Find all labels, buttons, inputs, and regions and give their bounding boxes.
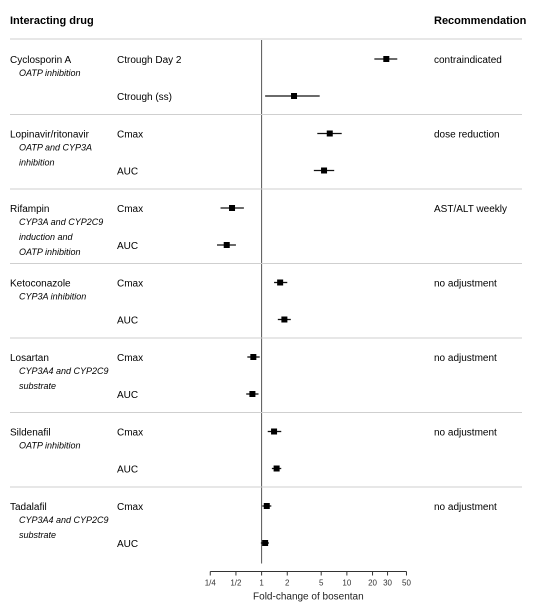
groups-layer: Cyclosporin A OATP inhibition contraindica… — [10, 40, 522, 564]
x-tick-label: 5 — [319, 579, 324, 588]
recommendation-label: no adjustment — [434, 353, 497, 364]
point-estimate — [262, 540, 269, 546]
drug-label: Losartan — [10, 353, 49, 364]
point-estimate — [229, 205, 236, 211]
drug-label: Lopinavir/ritonavir — [10, 130, 90, 141]
point-estimate — [321, 167, 328, 174]
parameter-label: AUC — [117, 241, 138, 252]
group-4: Losartan CYP3A4 and CYP2C9 substrate no adj… — [10, 353, 522, 413]
x-axis: 1/4 1/2 1 2 5 10 20 30 50 Fold-change of bosentan — [205, 571, 411, 603]
mechanism-label: OATP and CYP3A — [19, 143, 92, 153]
group-1: Lopinavir/ritonavir OATP and CYP3A inhibit… — [10, 130, 522, 190]
drug-label: Rifampin — [10, 204, 49, 215]
parameter-label: Cmax — [117, 279, 143, 290]
recommendation-label: AST/ALT weekly — [434, 204, 507, 215]
point-estimate — [291, 93, 298, 99]
mechanism-label: OATP inhibition — [19, 247, 81, 257]
parameter-label: AUC — [117, 390, 138, 401]
parameter-label: AUC — [117, 167, 138, 178]
x-tick-label: 2 — [285, 579, 290, 588]
mechanism-label: OATP inhibition — [19, 441, 81, 451]
parameter-label: Cmax — [117, 204, 143, 215]
point-estimate — [223, 242, 230, 248]
parameter-label: Cmax — [117, 353, 143, 364]
parameter-label: Ctrough Day 2 — [117, 55, 182, 66]
drug-label: Sildenafil — [10, 428, 51, 439]
point-estimate — [281, 316, 288, 323]
mechanism-label: CYP3A and CYP2C9 — [19, 217, 103, 227]
point-estimate — [326, 130, 333, 137]
header-interacting-drug: Interacting drug — [10, 15, 94, 27]
group-5: Sildenafil OATP inhibition no adjustment Cm… — [10, 428, 522, 488]
group-0: Cyclosporin A OATP inhibition contraindica… — [10, 55, 522, 115]
drug-label: Ketoconazole — [10, 279, 71, 290]
mechanism-label: CYP3A inhibition — [19, 292, 86, 302]
parameter-label: AUC — [117, 316, 138, 327]
parameter-label: Cmax — [117, 428, 143, 439]
drug-label: Cyclosporin A — [10, 55, 71, 66]
x-tick-label: 1/2 — [230, 579, 242, 588]
parameter-label: Cmax — [117, 502, 143, 513]
x-axis-title: Fold-change of bosentan — [253, 592, 364, 603]
mechanism-label: OATP inhibition — [19, 68, 81, 78]
header-recommendation: Recommendation — [434, 15, 527, 27]
point-estimate — [277, 279, 284, 286]
x-tick-label: 30 — [383, 579, 392, 588]
point-estimate — [271, 428, 278, 435]
recommendation-label: dose reduction — [434, 130, 500, 141]
group-3: Ketoconazole CYP3A inhibition no adjustmen… — [10, 279, 522, 339]
mechanism-label: CYP3A4 and CYP2C9 — [19, 366, 109, 376]
x-tick-label: 50 — [402, 579, 411, 588]
point-estimate — [250, 354, 257, 360]
x-tick-label: 1/4 — [205, 579, 217, 588]
drug-label: Tadalafil — [10, 502, 47, 513]
mechanism-label: inhibition — [19, 158, 55, 168]
point-estimate — [263, 503, 270, 509]
recommendation-label: no adjustment — [434, 428, 497, 439]
recommendation-label: contraindicated — [434, 55, 502, 66]
group-2: Rifampin CYP3A and CYP2C9 induction and OAT… — [10, 204, 522, 264]
point-estimate — [383, 56, 390, 62]
recommendation-label: no adjustment — [434, 502, 497, 513]
recommendation-label: no adjustment — [434, 279, 497, 290]
parameter-label: Cmax — [117, 130, 143, 141]
parameter-label: AUC — [117, 465, 138, 476]
x-tick-label: 20 — [368, 579, 377, 588]
group-6: Tadalafil CYP3A4 and CYP2C9 substrate no ad… — [10, 502, 497, 550]
mechanism-label: CYP3A4 and CYP2C9 — [19, 515, 109, 525]
point-estimate — [273, 465, 280, 472]
mechanism-label: induction and — [19, 232, 74, 242]
point-estimate — [249, 391, 256, 397]
mechanism-label: substrate — [19, 530, 56, 540]
x-tick-label: 10 — [342, 579, 351, 588]
x-tick-label: 1 — [259, 579, 264, 588]
parameter-label: Ctrough (ss) — [117, 92, 172, 103]
mechanism-label: substrate — [19, 381, 56, 391]
parameter-label: AUC — [117, 539, 138, 550]
